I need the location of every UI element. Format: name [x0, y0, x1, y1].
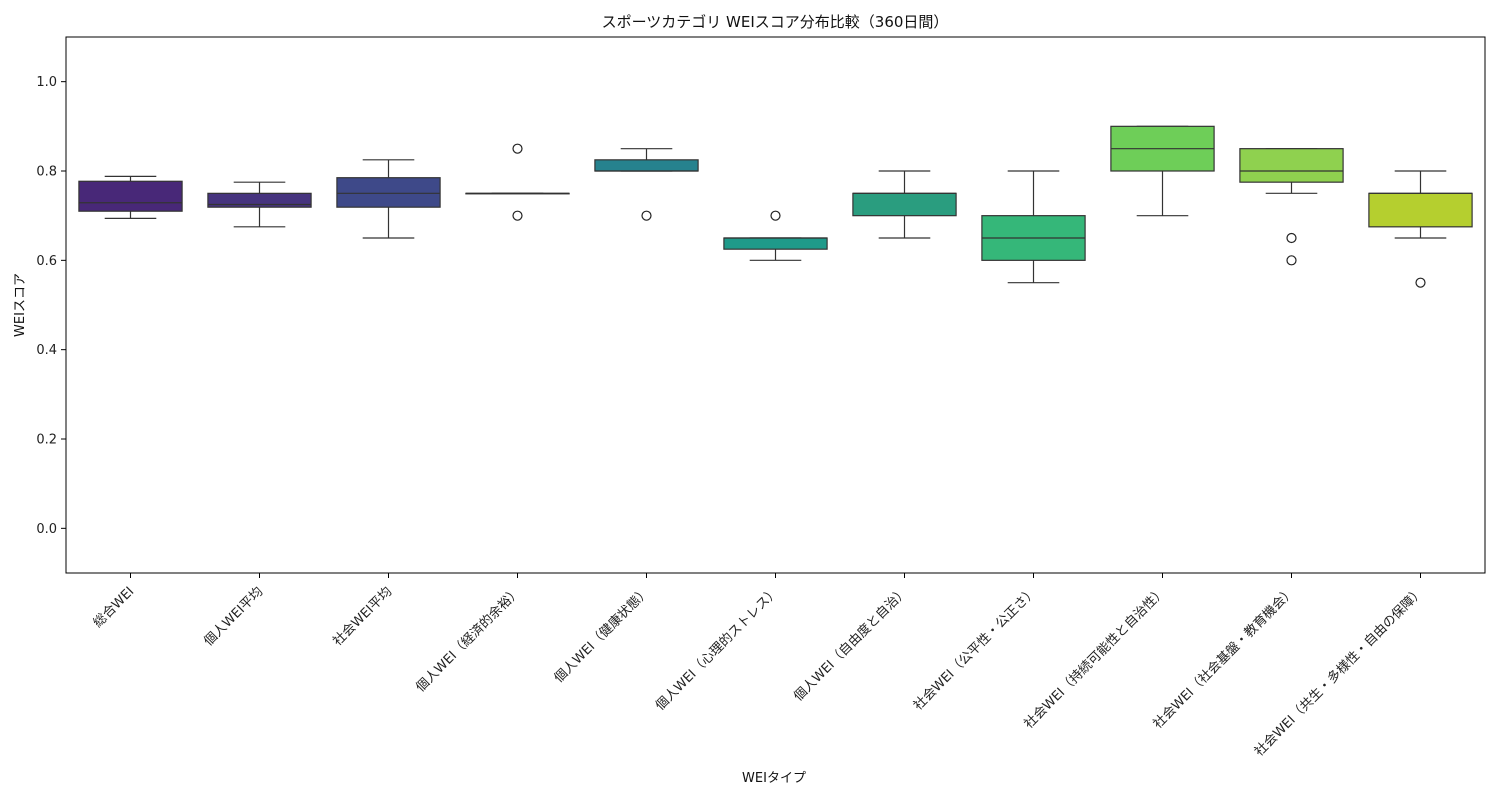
- box-iqr: [336, 177, 441, 208]
- box-8: [981, 170, 1086, 284]
- x-tick-label: 個人WEI（自由度と自治）: [790, 584, 911, 705]
- box-1: [78, 175, 183, 219]
- x-axis-title: WEIタイプ: [742, 771, 806, 786]
- box-iqr: [852, 192, 957, 217]
- box-6: [723, 210, 828, 261]
- y-tick-label: 0.6: [36, 254, 57, 269]
- box-5: [594, 148, 699, 221]
- y-tick-label: 1.0: [36, 75, 57, 90]
- box-9: [1110, 125, 1215, 217]
- y-tick-label: 0.8: [36, 165, 57, 180]
- outlier-point: [641, 210, 652, 221]
- chart-title: スポーツカテゴリ WEIスコア分布比較（360日間）: [602, 13, 949, 31]
- outlier-point: [1286, 255, 1297, 266]
- box-4: [465, 143, 570, 221]
- x-tick-label: 社会WEI（社会基盤・教育機会）: [1150, 584, 1298, 732]
- box-iqr: [1368, 192, 1473, 228]
- box-iqr: [1239, 148, 1344, 183]
- box-3: [336, 159, 441, 239]
- box-iqr: [723, 237, 828, 250]
- x-tick-label: 個人WEI平均: [201, 584, 266, 649]
- box-iqr: [207, 192, 312, 208]
- box-iqr: [78, 180, 183, 212]
- outlier-point: [512, 143, 523, 154]
- x-tick-label: 個人WEI（心理的ストレス）: [652, 584, 782, 714]
- outlier-point: [1415, 277, 1426, 288]
- y-tick-label: 0.4: [36, 343, 57, 358]
- outlier-point: [770, 210, 781, 221]
- y-axis: 0.0 0.2 0.4 0.6 0.8 1.0: [36, 75, 66, 537]
- box-2: [207, 181, 312, 228]
- box-10: [1239, 148, 1344, 266]
- x-tick-label: 社会WEI（公平性・公正さ）: [910, 584, 1040, 714]
- box-7: [852, 170, 957, 239]
- x-tick-label: 社会WEI（持続可能性と自治性）: [1021, 584, 1169, 732]
- x-axis: 総合WEI 個人WEI平均 社会WEI平均 個人WEI（経済的余裕） 個人WEI（健康状…: [91, 573, 1427, 760]
- x-tick-label: 個人WEI（健康状態）: [551, 584, 653, 686]
- y-tick-label: 0.2: [36, 433, 57, 448]
- x-tick-label: 社会WEI平均: [330, 584, 396, 650]
- box-11: [1368, 170, 1473, 288]
- plot-frame: [65, 36, 1486, 574]
- x-tick-label: 総合WEI: [91, 584, 138, 631]
- x-tick-label: 個人WEI（経済的余裕）: [413, 584, 525, 696]
- box-iqr: [594, 159, 699, 172]
- y-axis-title: WEIスコア: [13, 273, 28, 337]
- outlier-point: [512, 210, 523, 221]
- y-tick-label: 0.0: [36, 522, 57, 537]
- outlier-point: [1286, 232, 1297, 244]
- plot-content: [78, 125, 1473, 288]
